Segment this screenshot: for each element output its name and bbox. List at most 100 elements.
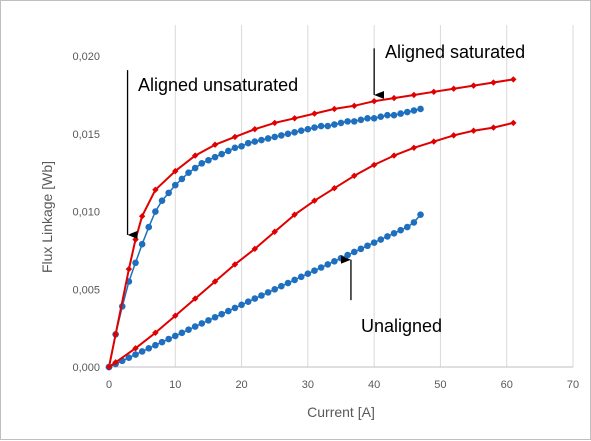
data-point (271, 119, 278, 127)
y-tick-label: 0,015 (72, 129, 100, 141)
data-point (311, 197, 318, 204)
data-point (510, 76, 517, 83)
data-point (244, 139, 252, 147)
data-point (264, 135, 272, 142)
data-point (291, 128, 298, 136)
data-point (490, 79, 497, 86)
data-point (370, 161, 378, 169)
x-tick-label: 40 (368, 379, 380, 391)
data-point (350, 248, 358, 256)
data-point (331, 257, 338, 265)
data-point (191, 295, 199, 302)
data-point (331, 121, 338, 128)
x-tick-label: 10 (169, 379, 181, 391)
annotation-0: Aligned unsaturated (126, 70, 298, 239)
data-point (377, 236, 385, 243)
data-point (171, 181, 179, 189)
data-point (390, 152, 398, 159)
data-point (171, 332, 179, 340)
data-point (132, 345, 139, 352)
data-point (191, 323, 199, 330)
data-point (271, 285, 279, 293)
data-point (311, 124, 318, 131)
data-point (211, 141, 219, 148)
data-point (172, 312, 179, 319)
data-point (430, 138, 437, 145)
data-point (218, 310, 225, 318)
data-point (132, 236, 139, 243)
data-point (344, 251, 351, 259)
data-point (324, 122, 332, 130)
x-tick-label: 60 (501, 379, 513, 391)
data-point (337, 119, 345, 127)
annotation-1: Aligned saturated (373, 42, 525, 99)
data-point (112, 359, 119, 366)
data-point (344, 118, 351, 125)
data-point (490, 124, 497, 131)
data-point (244, 298, 252, 306)
data-point (417, 105, 424, 113)
data-point (218, 150, 225, 158)
data-point (350, 118, 358, 125)
y-tick-label: 0,000 (72, 362, 100, 374)
data-point (384, 111, 391, 119)
data-point (238, 142, 245, 150)
data-point (397, 226, 404, 234)
data-point (331, 185, 338, 192)
data-point (410, 219, 418, 226)
series-line (108, 78, 514, 368)
data-point (278, 282, 285, 290)
data-point (178, 175, 186, 183)
x-tick-label: 50 (434, 379, 446, 391)
data-point (331, 105, 338, 113)
y-tick-label: 0,020 (72, 51, 100, 63)
annotation-2: Unaligned (340, 255, 442, 336)
data-point (198, 320, 206, 327)
data-point (291, 276, 298, 284)
data-point (370, 239, 378, 246)
y-tick-label: 0,010 (72, 207, 100, 219)
x-tick-label: 70 (567, 379, 579, 391)
data-point (410, 107, 418, 114)
data-point (251, 245, 259, 253)
data-point (470, 127, 477, 134)
data-point (185, 169, 192, 176)
data-point (450, 132, 457, 139)
data-point (165, 189, 172, 197)
series-2 (105, 211, 424, 371)
data-point (231, 261, 239, 268)
data-point (145, 223, 153, 231)
data-point (284, 279, 292, 287)
series-3 (105, 119, 517, 371)
data-point (337, 254, 345, 262)
data-point (198, 160, 206, 167)
series-1 (105, 76, 517, 371)
data-point (211, 278, 219, 285)
data-point (317, 122, 325, 130)
data-point (231, 133, 239, 141)
data-point (417, 211, 424, 218)
data-point (165, 335, 172, 343)
data-point (152, 208, 159, 215)
data-point (225, 307, 232, 315)
data-point (191, 152, 199, 159)
x-axis-title: Current [A] (307, 404, 375, 420)
data-point (258, 136, 265, 144)
y-axis-title: Flux Linkage [Wb] (39, 161, 55, 273)
data-point (291, 115, 298, 122)
data-point (178, 329, 186, 337)
data-point (158, 338, 166, 346)
data-point (158, 197, 166, 204)
data-point (324, 261, 332, 268)
data-point (377, 113, 385, 121)
data-point (390, 230, 398, 237)
data-point (278, 132, 285, 139)
data-point (205, 156, 212, 164)
series-layer (105, 76, 517, 371)
data-point (450, 85, 457, 92)
data-point (304, 125, 312, 133)
data-point (351, 172, 358, 179)
data-point (191, 164, 199, 172)
